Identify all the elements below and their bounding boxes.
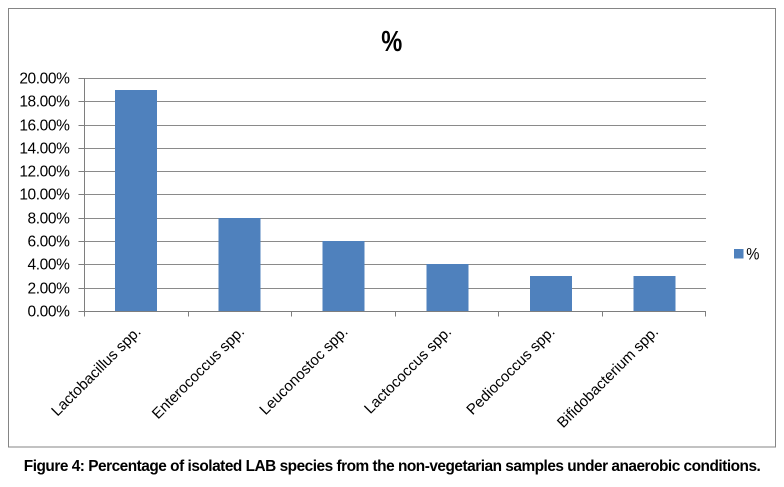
svg-text:14.00%: 14.00%	[19, 141, 70, 158]
svg-text:Figure 4: Percentage of isolat: Figure 4: Percentage of isolated LAB spe…	[24, 458, 761, 475]
svg-text:0.00%: 0.00%	[28, 304, 71, 321]
svg-text:%: %	[381, 26, 402, 58]
svg-text:6.00%: 6.00%	[28, 234, 71, 251]
svg-text:20.00%: 20.00%	[19, 71, 70, 88]
svg-text:2.00%: 2.00%	[28, 281, 71, 298]
svg-text:16.00%: 16.00%	[19, 118, 70, 135]
svg-text:18.00%: 18.00%	[19, 94, 70, 111]
svg-text:4.00%: 4.00%	[28, 257, 71, 274]
svg-text:10.00%: 10.00%	[19, 187, 70, 204]
svg-text:%: %	[746, 246, 759, 264]
svg-text:8.00%: 8.00%	[28, 211, 71, 228]
svg-text:12.00%: 12.00%	[19, 164, 70, 181]
